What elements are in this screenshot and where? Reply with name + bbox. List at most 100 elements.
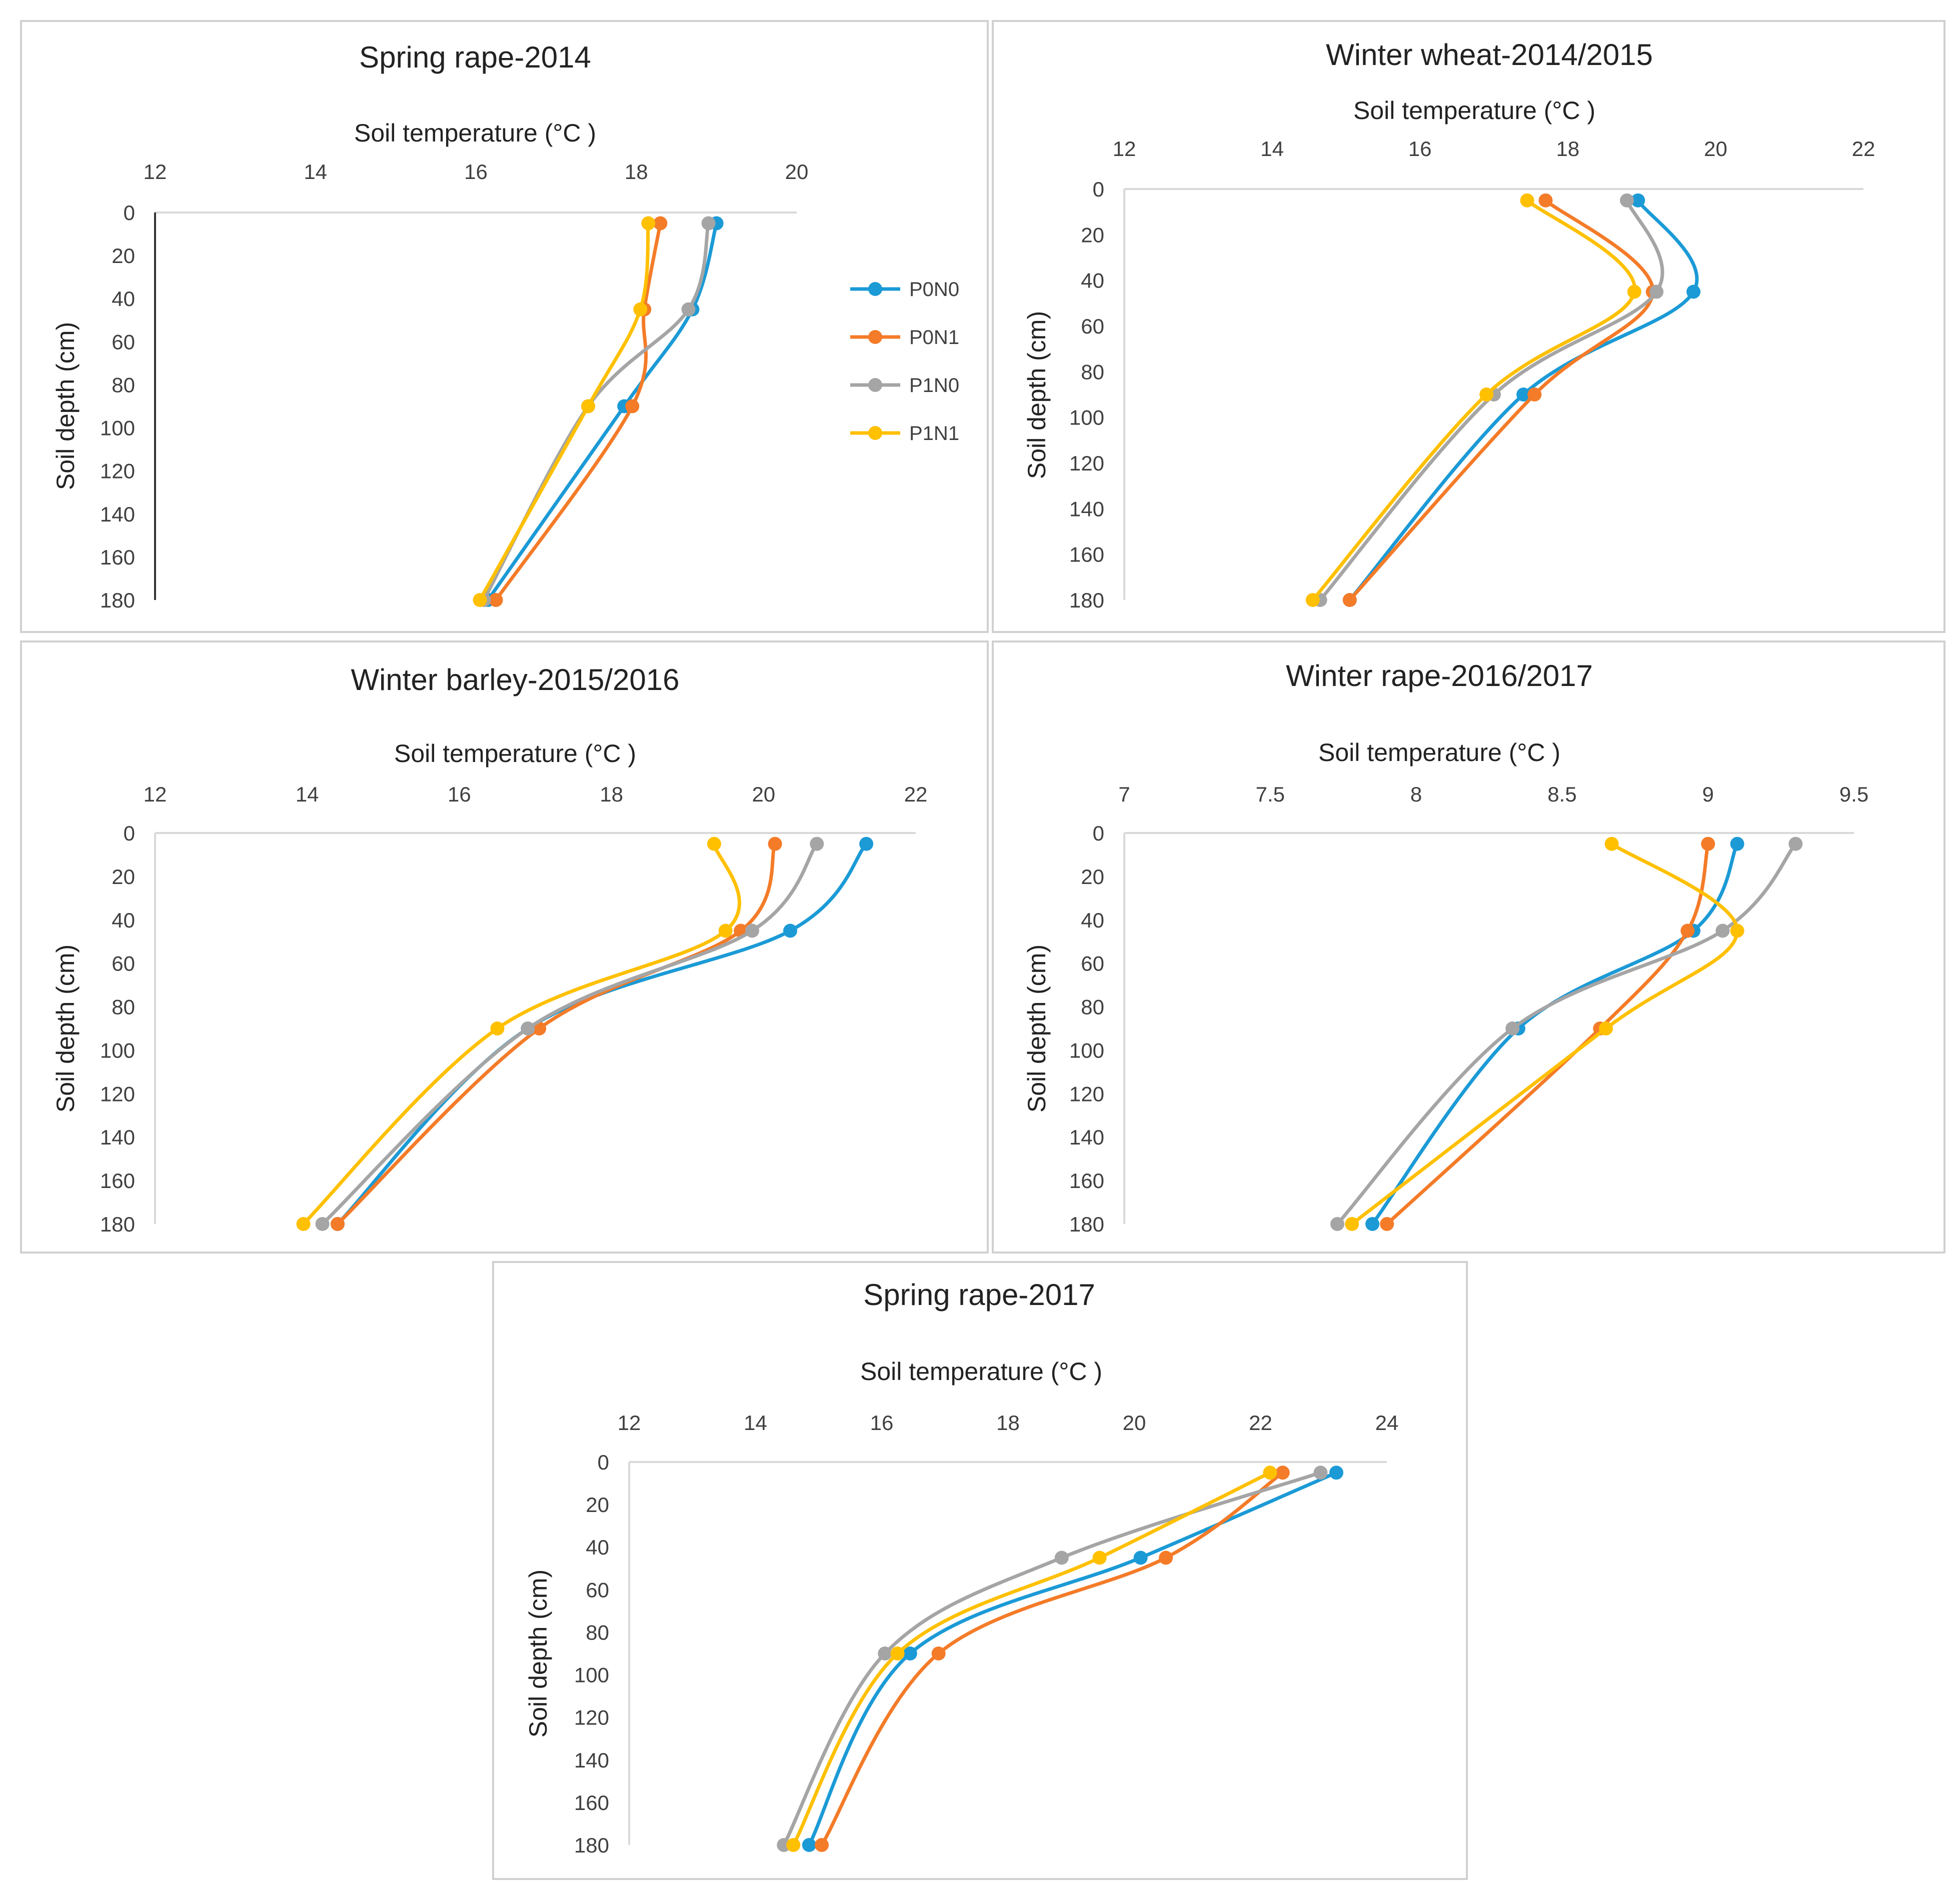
legend-label: P0N0 [909,278,959,300]
data-point-p1n1 [890,1646,905,1660]
x-tick-label: 14 [744,1411,767,1434]
y-tick-label: 0 [124,201,135,224]
y-tick-label: 60 [112,330,135,354]
y-tick-label: 160 [100,1169,135,1192]
data-point-p1n0 [745,924,759,938]
data-point-p1n0 [1620,193,1634,208]
y-tick-label: 100 [100,1038,135,1062]
series-line-p1n0 [782,1470,1322,1847]
data-point-p1n1 [1520,193,1534,208]
data-point-p1n1 [1263,1466,1277,1480]
x-tick-label: 12 [618,1411,641,1434]
series-line-p1n0 [1318,198,1664,602]
x-tick-label: 9.5 [1839,782,1868,806]
data-point-p1n1 [1345,1217,1359,1231]
y-tick-label: 180 [1069,588,1104,612]
x-tick-label: 22 [1852,137,1875,160]
data-point-p0n1 [625,399,640,414]
chart-title: Spring rape-2017 [863,1278,1095,1312]
y-tick-label: 40 [112,287,135,310]
data-point-p1n1 [1092,1550,1107,1565]
x-tick-label: 16 [464,160,488,184]
data-point-p1n1 [1627,284,1641,299]
series-line-p1n1 [1311,198,1636,602]
chart-panel-2: Winter wheat-2014/2015 Soil temperature (… [992,20,1945,633]
y-axis-title: Soil depth (cm) [524,1570,552,1738]
y-tick-label: 180 [100,1212,135,1236]
data-point-p0n0 [1329,1466,1343,1480]
legend-swatch-marker [868,378,882,392]
data-point-p0n0 [1365,1217,1380,1231]
y-tick-label: 40 [1081,908,1104,932]
data-point-p1n1 [1604,836,1619,851]
y-tick-label: 40 [586,1536,609,1559]
data-point-p1n0 [315,1217,330,1231]
legend-label: P0N1 [909,326,959,348]
x-tick-label: 18 [625,160,648,184]
y-tick-label: 40 [112,908,135,932]
series-line-p1n1 [1350,842,1739,1226]
x-tick-label: 18 [996,1411,1020,1434]
data-point-p0n1 [1342,593,1357,607]
data-point-p0n1 [331,1217,345,1231]
y-tick-label: 160 [574,1791,609,1814]
y-tick-label: 160 [100,546,135,569]
chart-frame [992,20,1945,633]
chart-panel-1: Spring rape-2014 Soil temperature (°C ) So… [20,20,989,633]
chart-title: Winter barley-2015/2016 [351,663,679,696]
x-tick-label: 8.5 [1547,782,1576,806]
chart-frame [492,1261,1468,1880]
data-point-p1n1 [641,216,656,230]
data-point-p0n1 [1701,836,1715,851]
y-tick-label: 160 [1069,543,1104,566]
data-point-p1n1 [786,1838,801,1852]
series-line-p1n1 [478,222,650,602]
data-point-p1n1 [633,302,648,316]
series-line-p1n0 [1335,842,1797,1226]
x-tick-label: 12 [144,782,167,806]
x-tick-label: 24 [1375,1411,1399,1434]
data-point-p1n1 [1598,1022,1613,1036]
y-tick-label: 140 [100,1126,135,1149]
y-tick-label: 80 [1081,996,1104,1019]
series-line-p0n0 [1370,842,1739,1226]
y-tick-label: 20 [1081,865,1104,888]
x-axis-title: Soil temperature (°C ) [1318,738,1560,766]
y-tick-label: 0 [1093,822,1104,845]
legend-swatch-marker [868,330,882,344]
data-point-p1n1 [1730,924,1744,938]
y-tick-label: 140 [1069,1126,1104,1149]
x-axis-title: Soil temperature (°C ) [860,1358,1102,1386]
y-tick-label: 80 [112,373,135,396]
chart-title: Spring rape-2014 [359,40,591,74]
data-point-p0n1 [815,1838,829,1852]
data-point-p0n0 [1133,1550,1148,1565]
y-tick-label: 180 [100,588,135,612]
data-point-p1n0 [1715,924,1730,938]
y-tick-label: 140 [1069,497,1104,520]
data-point-p0n0 [903,1646,917,1660]
y-tick-label: 160 [1069,1169,1104,1192]
data-point-p0n1 [1538,193,1553,208]
y-axis-title: Soil depth (cm) [1023,944,1051,1112]
x-tick-label: 20 [752,782,775,806]
data-point-p1n0 [1788,836,1803,851]
y-tick-label: 80 [112,996,135,1019]
series-line-p0n1 [1348,198,1655,602]
series-line-p1n1 [302,842,741,1226]
data-point-p0n0 [1730,836,1744,851]
chart-frame [992,640,1945,1254]
data-point-p1n0 [810,836,824,851]
chart-panel-5: Spring rape-2017 Soil temperature (°C ) So… [492,1261,1468,1880]
x-tick-label: 16 [870,1411,894,1434]
x-axis-title: Soil temperature (°C ) [354,119,596,147]
y-tick-label: 20 [1081,223,1104,246]
chart-panel-4: Winter rape-2016/2017 Soil temperature (°… [992,640,1945,1254]
x-tick-label: 7.5 [1256,782,1285,806]
x-tick-label: 7 [1118,782,1130,806]
y-tick-label: 140 [574,1748,609,1772]
x-tick-label: 9 [1702,782,1714,806]
x-tick-label: 14 [304,160,327,184]
y-tick-label: 120 [1069,452,1104,475]
